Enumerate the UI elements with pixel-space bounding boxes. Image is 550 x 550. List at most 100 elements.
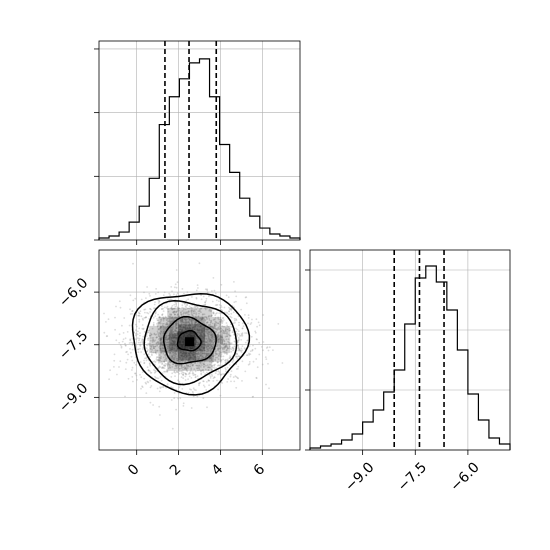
scatter-point [211, 345, 214, 348]
scatter-point [206, 328, 209, 331]
scatter-point [103, 312, 105, 315]
scatter-point [188, 365, 191, 368]
scatter-point [171, 366, 174, 368]
scatter-point [143, 331, 146, 333]
density-cell [167, 307, 177, 317]
scatter-point [170, 329, 173, 332]
scatter-point [247, 314, 250, 317]
scatter-point [220, 342, 223, 345]
scatter-point [126, 331, 129, 333]
scatter-point [191, 319, 193, 321]
density-cell [186, 352, 196, 362]
scatter-point [235, 376, 238, 378]
scatter-point [149, 337, 152, 339]
scatter-point [211, 346, 214, 349]
scatter-point [197, 349, 199, 352]
scatter-point [167, 343, 170, 345]
scatter-point [172, 357, 174, 360]
scatter-point [182, 355, 185, 358]
scatter-point [167, 363, 170, 366]
scatter-point [135, 334, 137, 337]
scatter-point [208, 347, 211, 349]
scatter-point [168, 292, 171, 295]
scatter-point [163, 360, 165, 363]
scatter-point [147, 337, 150, 339]
scatter-point [166, 338, 168, 341]
scatter-point [157, 325, 159, 327]
scatter-point [131, 310, 134, 312]
scatter-point [175, 364, 177, 367]
scatter-point [176, 331, 179, 333]
scatter-point [236, 332, 239, 335]
scatter-point [205, 321, 208, 324]
scatter-point [229, 334, 231, 337]
scatter-point [137, 337, 139, 339]
scatter-point [240, 333, 243, 335]
scatter-point [187, 314, 190, 316]
scatter-point [190, 334, 193, 337]
scatter-point [210, 314, 213, 317]
scatter-point [183, 302, 186, 305]
scatter-point [134, 297, 137, 300]
scatter-point [191, 364, 194, 367]
scatter-point [160, 319, 163, 322]
scatter-point [185, 373, 188, 376]
scatter-point [177, 355, 180, 358]
scatter-point [182, 339, 185, 342]
scatter-point [186, 364, 188, 366]
scatter-point [139, 373, 141, 376]
scatter-point [211, 339, 213, 342]
scatter-point [217, 322, 220, 325]
scatter-point [227, 378, 230, 380]
scatter-point [212, 312, 215, 315]
scatter-point [190, 309, 193, 312]
scatter-point [184, 324, 187, 327]
scatter-point [158, 405, 161, 408]
scatter-point [178, 340, 181, 343]
scatter-point [181, 354, 183, 357]
scatter-point [218, 350, 221, 353]
scatter-point [176, 357, 179, 360]
scatter-point [216, 379, 218, 382]
scatter-point [217, 335, 220, 337]
scatter-point [194, 323, 197, 326]
scatter-point [175, 336, 178, 339]
scatter-point [202, 338, 205, 341]
contour-line [143, 299, 238, 386]
scatter-point [153, 333, 156, 336]
scatter-point [203, 352, 206, 355]
scatter-point [218, 365, 221, 367]
scatter-point [215, 350, 217, 353]
scatter-point [214, 363, 216, 366]
scatter-point [161, 344, 164, 347]
scatter-point [131, 348, 134, 351]
scatter-point [188, 357, 190, 359]
scatter-point [204, 303, 206, 306]
scatter-point [157, 338, 160, 341]
scatter-point [186, 304, 188, 306]
scatter-point [174, 316, 177, 319]
scatter-point [224, 367, 227, 370]
scatter-point [184, 360, 187, 363]
scatter-point [222, 317, 225, 319]
scatter-point [199, 361, 202, 364]
scatter-point [193, 309, 196, 311]
density-cell [212, 352, 222, 362]
scatter-point [175, 321, 178, 323]
scatter-point [213, 364, 215, 366]
scatter-point [222, 350, 225, 353]
scatter-point [174, 334, 177, 337]
scatter-point [193, 353, 196, 356]
scatter-point [229, 315, 232, 318]
scatter-point [171, 346, 174, 349]
scatter-point [203, 386, 206, 388]
scatter-point [157, 367, 160, 369]
scatter-point [157, 343, 160, 345]
scatter-point [168, 347, 171, 349]
scatter-point [161, 324, 164, 327]
scatter-point [138, 315, 141, 317]
scatter-point [234, 319, 236, 322]
scatter-point [220, 304, 223, 307]
scatter-point [181, 354, 183, 357]
scatter-point [153, 347, 155, 350]
